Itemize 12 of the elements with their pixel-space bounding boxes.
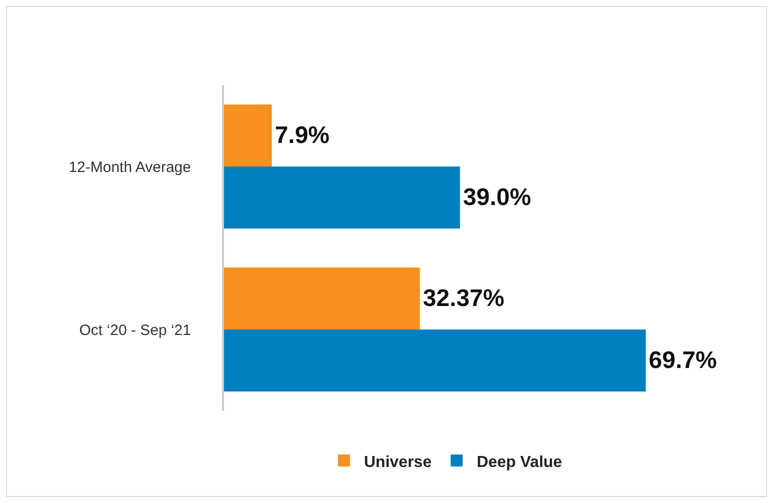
data-label: 7.9% (274, 122, 330, 150)
bar (224, 268, 420, 330)
y-tick-label: 12-Month Average (68, 158, 191, 176)
legend-label: Deep Value (476, 454, 562, 471)
bar (224, 104, 272, 166)
data-label: 69.7% (648, 346, 717, 374)
bar (224, 330, 646, 392)
y-tick-label: Oct ‘20 - Sep ‘21 (79, 322, 191, 339)
legend-label: Universe (364, 454, 432, 471)
data-label: 39.0% (463, 184, 532, 211)
bar (224, 166, 460, 228)
data-label: 32.37% (422, 285, 504, 312)
